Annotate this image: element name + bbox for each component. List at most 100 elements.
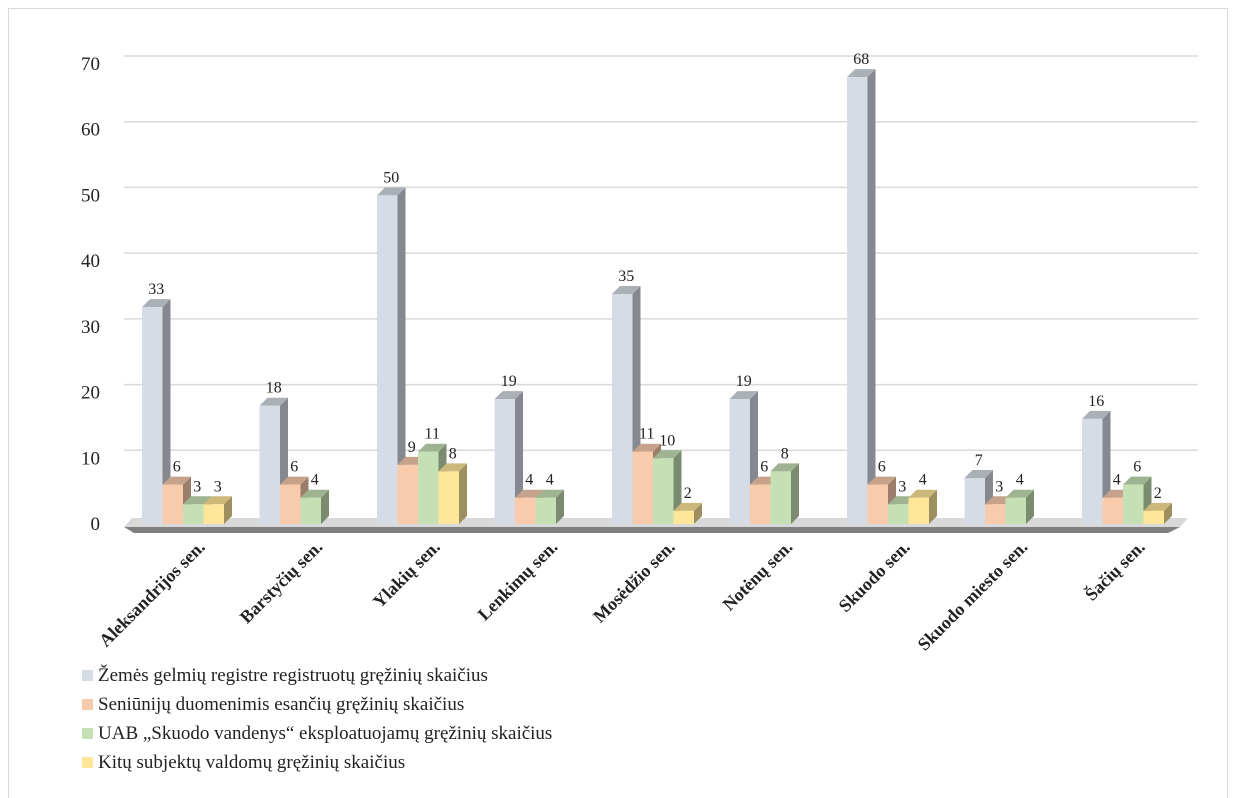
bar-side — [694, 502, 702, 524]
data-label: 6 — [173, 459, 181, 476]
bar — [750, 484, 771, 524]
y-tick-label: 10 — [81, 448, 100, 469]
bar-top — [515, 489, 544, 498]
legend-item: Kitų subjektų valdomų gręžinių skaičius — [82, 748, 552, 777]
bar-side — [556, 489, 564, 524]
bar — [612, 294, 633, 524]
y-tick-label: 20 — [81, 383, 100, 404]
bar-top — [1005, 489, 1034, 498]
bar-top — [770, 463, 799, 472]
data-label: 3 — [995, 478, 1003, 495]
bar — [847, 77, 868, 525]
data-label: 10 — [659, 432, 675, 449]
bar — [142, 307, 163, 524]
bar-top — [142, 299, 171, 308]
y-tick-label: 50 — [81, 185, 100, 206]
bar — [203, 504, 224, 524]
y-tick-label: 0 — [91, 514, 101, 535]
data-label: 8 — [781, 445, 789, 462]
y-tick-label: 60 — [81, 120, 100, 141]
bar-side — [397, 187, 406, 524]
bar-side — [929, 489, 937, 524]
bar — [729, 399, 750, 524]
data-label: 33 — [148, 281, 164, 298]
x-category-label: Šačių sen. — [1080, 536, 1149, 605]
data-label: 11 — [425, 426, 440, 443]
data-label: 6 — [290, 459, 298, 476]
x-category-label: Skuodo miesto sen. — [914, 537, 1032, 655]
data-label: 3 — [214, 478, 222, 495]
legend-swatch — [82, 728, 93, 739]
legend-swatch — [82, 757, 93, 768]
data-label: 68 — [853, 51, 869, 68]
bar-top — [1123, 476, 1152, 485]
bar — [964, 478, 985, 524]
bar-side — [515, 391, 523, 524]
floor-edge — [124, 527, 1180, 533]
legend-label: UAB „Skuodo vandenys“ eksploatuojamų grę… — [98, 723, 553, 744]
bar-top — [867, 476, 896, 485]
bar-top — [729, 391, 758, 400]
bar-top — [203, 496, 232, 505]
data-label: 11 — [639, 426, 654, 443]
chart-frame — [8, 8, 1228, 798]
bar-top — [632, 443, 661, 452]
bar-side — [867, 69, 876, 525]
data-label: 16 — [1088, 393, 1104, 410]
bar — [280, 484, 301, 524]
bar — [183, 504, 204, 524]
y-tick-label: 40 — [81, 251, 100, 272]
bar-top — [653, 450, 682, 459]
legend-swatch — [82, 699, 93, 710]
bar-top — [1143, 502, 1172, 511]
y-tick-label: 30 — [81, 317, 100, 338]
x-category-label: Aleksandrijos sen. — [95, 537, 209, 651]
legend-item: Žemės gelmių registre registruotų gręžin… — [82, 661, 552, 690]
legend: Žemės gelmių registre registruotų gręžin… — [82, 661, 552, 777]
bar — [300, 497, 321, 524]
data-label: 50 — [383, 169, 399, 186]
x-category-label: Skuodo sen. — [835, 537, 914, 616]
bar-top — [908, 489, 937, 498]
bar — [1005, 497, 1026, 524]
x-category-label: Mosėdžio sen. — [589, 537, 679, 627]
bar — [418, 451, 439, 524]
bar-top — [1082, 410, 1111, 419]
data-label: 8 — [449, 445, 457, 462]
data-label: 2 — [1154, 485, 1162, 502]
data-label: 18 — [266, 380, 282, 397]
bar-side — [162, 299, 171, 524]
bar — [632, 451, 653, 524]
bar-top — [183, 496, 212, 505]
bar-top — [535, 489, 564, 498]
bar-top — [612, 286, 641, 294]
bar — [770, 471, 791, 524]
bar-side — [459, 463, 467, 524]
data-label: 9 — [408, 439, 416, 456]
bar-top — [494, 391, 523, 400]
data-label: 7 — [975, 452, 983, 469]
bar-side — [321, 489, 329, 524]
bar — [1102, 497, 1123, 524]
bar-top — [418, 443, 447, 452]
legend-label: Žemės gelmių registre registruotų gręžin… — [98, 665, 488, 686]
bar-top — [847, 69, 876, 78]
data-label: 4 — [1113, 472, 1121, 489]
bar-side — [1026, 489, 1034, 524]
bar — [1082, 418, 1103, 524]
data-label: 3 — [898, 478, 906, 495]
bar — [1143, 510, 1164, 524]
bar — [888, 504, 909, 524]
data-label: 6 — [878, 459, 886, 476]
legend-item: UAB „Skuodo vandenys“ eksploatuojamų grę… — [82, 719, 552, 748]
bar-top — [673, 502, 702, 511]
bar — [985, 504, 1006, 524]
x-category-label: Ylakių sen. — [369, 537, 444, 612]
x-category-label: Notėnų sen. — [719, 537, 797, 615]
bar — [908, 497, 929, 524]
bar-top — [300, 489, 329, 498]
bar-side — [1164, 502, 1172, 524]
data-label: 35 — [618, 268, 634, 285]
bar-top — [259, 397, 288, 406]
